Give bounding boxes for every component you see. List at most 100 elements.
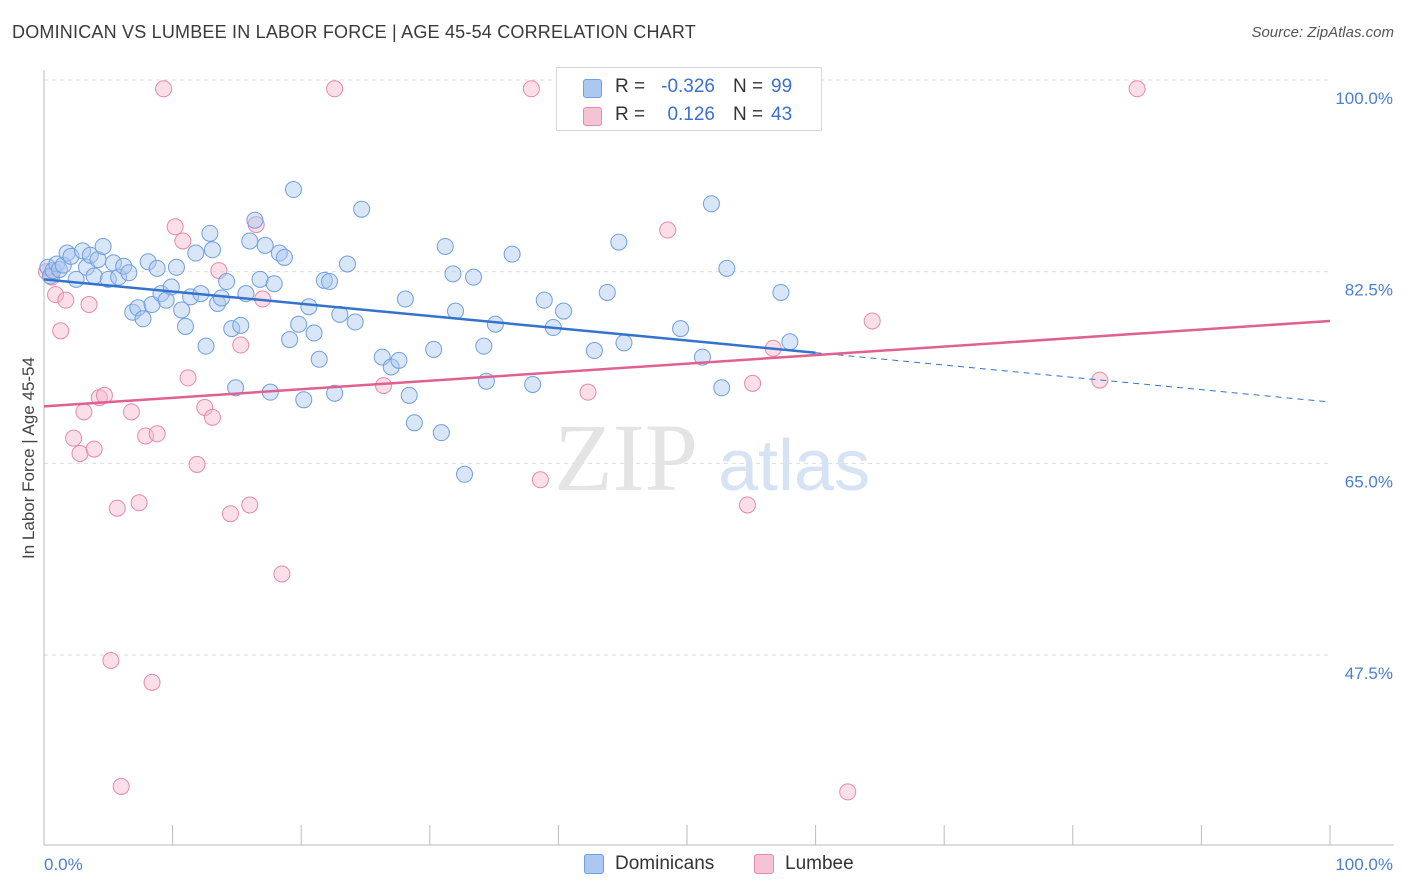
source-label: Source: ZipAtlas.com	[1251, 24, 1394, 41]
dominicans-point	[134, 310, 152, 328]
lumbee-point	[273, 565, 291, 583]
dominicans-point	[456, 465, 474, 483]
bottom-legend-swatch-lumbee	[754, 854, 774, 874]
lumbee-point	[744, 374, 762, 392]
dominicans-point	[251, 270, 269, 288]
dominicans-point	[713, 379, 731, 397]
dominicans-point	[405, 414, 423, 432]
dominicans-point	[85, 267, 103, 285]
dominicans-point	[223, 320, 241, 338]
dominicans-point	[425, 340, 443, 358]
watermark-zip: ZIP	[554, 404, 698, 511]
dominicans-point	[281, 331, 299, 349]
lumbee-point	[47, 286, 65, 304]
dominicans-point	[120, 264, 138, 282]
dominicans-point	[465, 268, 483, 286]
dominicans-point	[81, 246, 99, 264]
lumbee-point	[1091, 371, 1109, 389]
dominicans-point	[167, 258, 185, 276]
dominicans-point	[305, 324, 323, 342]
dominicans-point	[320, 273, 338, 291]
dominicans-trend-extension	[815, 352, 1331, 403]
dominicans-point	[390, 351, 408, 369]
dominicans-point	[615, 334, 633, 352]
dominicans-point	[148, 259, 166, 277]
legend-n-label: N =	[733, 104, 764, 125]
dominicans-point	[201, 224, 219, 242]
stats-legend: R = -0.326 N = 99 R = 0.126 N = 43	[556, 67, 822, 131]
dominicans-point	[326, 384, 344, 402]
legend-n-value: 43	[771, 104, 793, 125]
dominicans-point	[693, 348, 711, 366]
dominicans-point	[218, 273, 236, 291]
grid-lines	[44, 79, 1330, 656]
lumbee-point	[203, 408, 221, 426]
legend-n-label: N =	[733, 76, 764, 97]
chart-title: DOMINICAN VS LUMBEE IN LABOR FORCE | AGE…	[12, 22, 696, 42]
dominicans-point	[338, 255, 356, 273]
bottom-legend-swatch-dominicans	[584, 854, 604, 874]
lumbee-point	[326, 80, 344, 98]
lumbee-point	[1128, 80, 1146, 98]
lumbee-point	[839, 783, 857, 801]
legend-row-lumbee: R = 0.126 N = 43	[557, 100, 821, 130]
dominicans-point	[475, 337, 493, 355]
dominicans-point	[353, 200, 371, 218]
y-tick-label: 65.0%	[1345, 472, 1393, 491]
dominicans-point	[110, 268, 128, 286]
lumbee-point	[375, 377, 393, 395]
lumbee-point	[155, 80, 173, 98]
axes	[43, 70, 1394, 846]
dominicans-point	[535, 291, 553, 309]
lumbee-point	[130, 494, 148, 512]
lumbee-point	[179, 369, 197, 387]
dominicans-point	[241, 232, 259, 250]
dominicans-point	[396, 290, 414, 308]
x-tick-label: 100.0%	[1335, 855, 1393, 874]
lumbee-point	[148, 425, 166, 443]
dominicans-point	[187, 244, 205, 262]
lumbee-point	[52, 322, 70, 340]
dominicans-point	[94, 237, 112, 255]
dominicans-point	[246, 211, 264, 229]
lumbee-point	[122, 403, 140, 421]
dominicans-point	[436, 237, 454, 255]
lumbee-point	[232, 336, 250, 354]
lumbee-point	[108, 499, 126, 517]
lumbee-point	[531, 471, 549, 489]
lumbee-point	[738, 496, 756, 514]
tick-labels: 47.5% 65.0% 82.5% 100.0% 0.0% 100.0%	[44, 89, 1393, 874]
dominicans-point	[444, 265, 462, 283]
y-tick-label: 47.5%	[1345, 664, 1393, 683]
dominicans-point	[232, 316, 250, 334]
legend-r-value: 0.126	[667, 104, 715, 125]
legend-r-label: R =	[615, 104, 646, 125]
lumbee-point	[71, 444, 89, 462]
dominicans-point	[203, 241, 221, 259]
lumbee-point	[166, 218, 184, 236]
lumbee-point	[75, 403, 93, 421]
lumbee-point	[57, 291, 75, 309]
dominicans-point	[295, 391, 313, 409]
dominicans-point	[702, 195, 720, 213]
x-tick-label: 0.0%	[44, 855, 83, 874]
dominicans-point	[432, 424, 450, 442]
lumbee-trend-line	[43, 319, 1331, 408]
lumbee-point	[65, 429, 83, 447]
legend-swatch-lumbee	[583, 107, 602, 126]
dominicans-point	[772, 283, 790, 301]
dominicans-point	[672, 320, 690, 338]
dominicans-point	[346, 313, 364, 331]
dominicans-points	[39, 181, 799, 483]
y-tick-label: 100.0%	[1335, 89, 1393, 108]
y-axis-title: In Labor Force | Age 45-54	[19, 357, 38, 559]
lumbee-point	[112, 777, 130, 795]
legend-n-value: 99	[771, 76, 793, 97]
bottom-legend-label: Lumbee	[785, 853, 854, 874]
dominicans-point	[585, 342, 603, 360]
lumbee-point	[522, 80, 540, 98]
dominicans-point	[173, 301, 191, 319]
lumbee-point	[863, 312, 881, 330]
lumbee-point	[102, 651, 120, 669]
